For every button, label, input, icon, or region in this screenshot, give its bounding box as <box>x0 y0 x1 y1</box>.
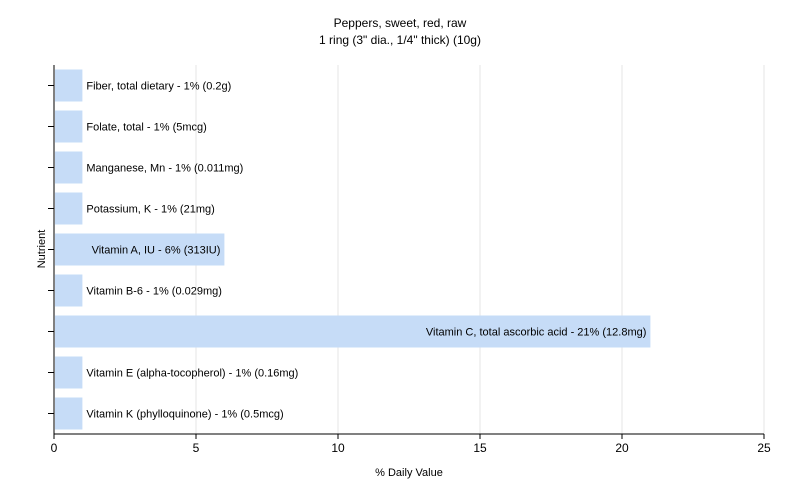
bar <box>55 275 82 307</box>
bar <box>55 152 82 184</box>
bar <box>55 111 82 143</box>
bar <box>55 193 82 225</box>
chart-title: Peppers, sweet, red, raw <box>334 16 467 30</box>
bar-label: Fiber, total dietary - 1% (0.2g) <box>86 81 231 93</box>
bar-label: Folate, total - 1% (5mcg) <box>86 122 206 134</box>
x-tick-label: 5 <box>193 441 200 455</box>
bar-label: Vitamin K (phylloquinone) - 1% (0.5mcg) <box>86 409 283 421</box>
x-tick-label: 0 <box>51 441 58 455</box>
y-axis-ticks <box>48 86 54 414</box>
bar <box>55 70 82 102</box>
y-axis-label: Nutrient <box>36 230 48 269</box>
x-tick-label: 20 <box>615 441 629 455</box>
x-tick-label: 10 <box>331 441 345 455</box>
bar-label: Vitamin C, total ascorbic acid - 21% (12… <box>426 327 647 339</box>
bar-label: Vitamin E (alpha-tocopherol) - 1% (0.16m… <box>86 368 298 380</box>
chart-subtitle: 1 ring (3" dia., 1/4" thick) (10g) <box>319 33 481 47</box>
bar-label: Manganese, Mn - 1% (0.011mg) <box>86 163 243 175</box>
x-axis-ticks: 0 5 10 15 20 25 <box>51 434 771 455</box>
x-tick-label: 15 <box>473 441 487 455</box>
bar-label: Potassium, K - 1% (21mg) <box>86 204 214 216</box>
bar-label: Vitamin A, IU - 6% (313IU) <box>92 245 221 257</box>
x-tick-label: 25 <box>757 441 771 455</box>
bar <box>55 357 82 389</box>
bar <box>55 398 82 430</box>
x-axis-label: % Daily Value <box>375 467 443 479</box>
bar-label: Vitamin B-6 - 1% (0.029mg) <box>86 286 222 298</box>
bars: Fiber, total dietary - 1% (0.2g) Folate, … <box>55 70 650 430</box>
